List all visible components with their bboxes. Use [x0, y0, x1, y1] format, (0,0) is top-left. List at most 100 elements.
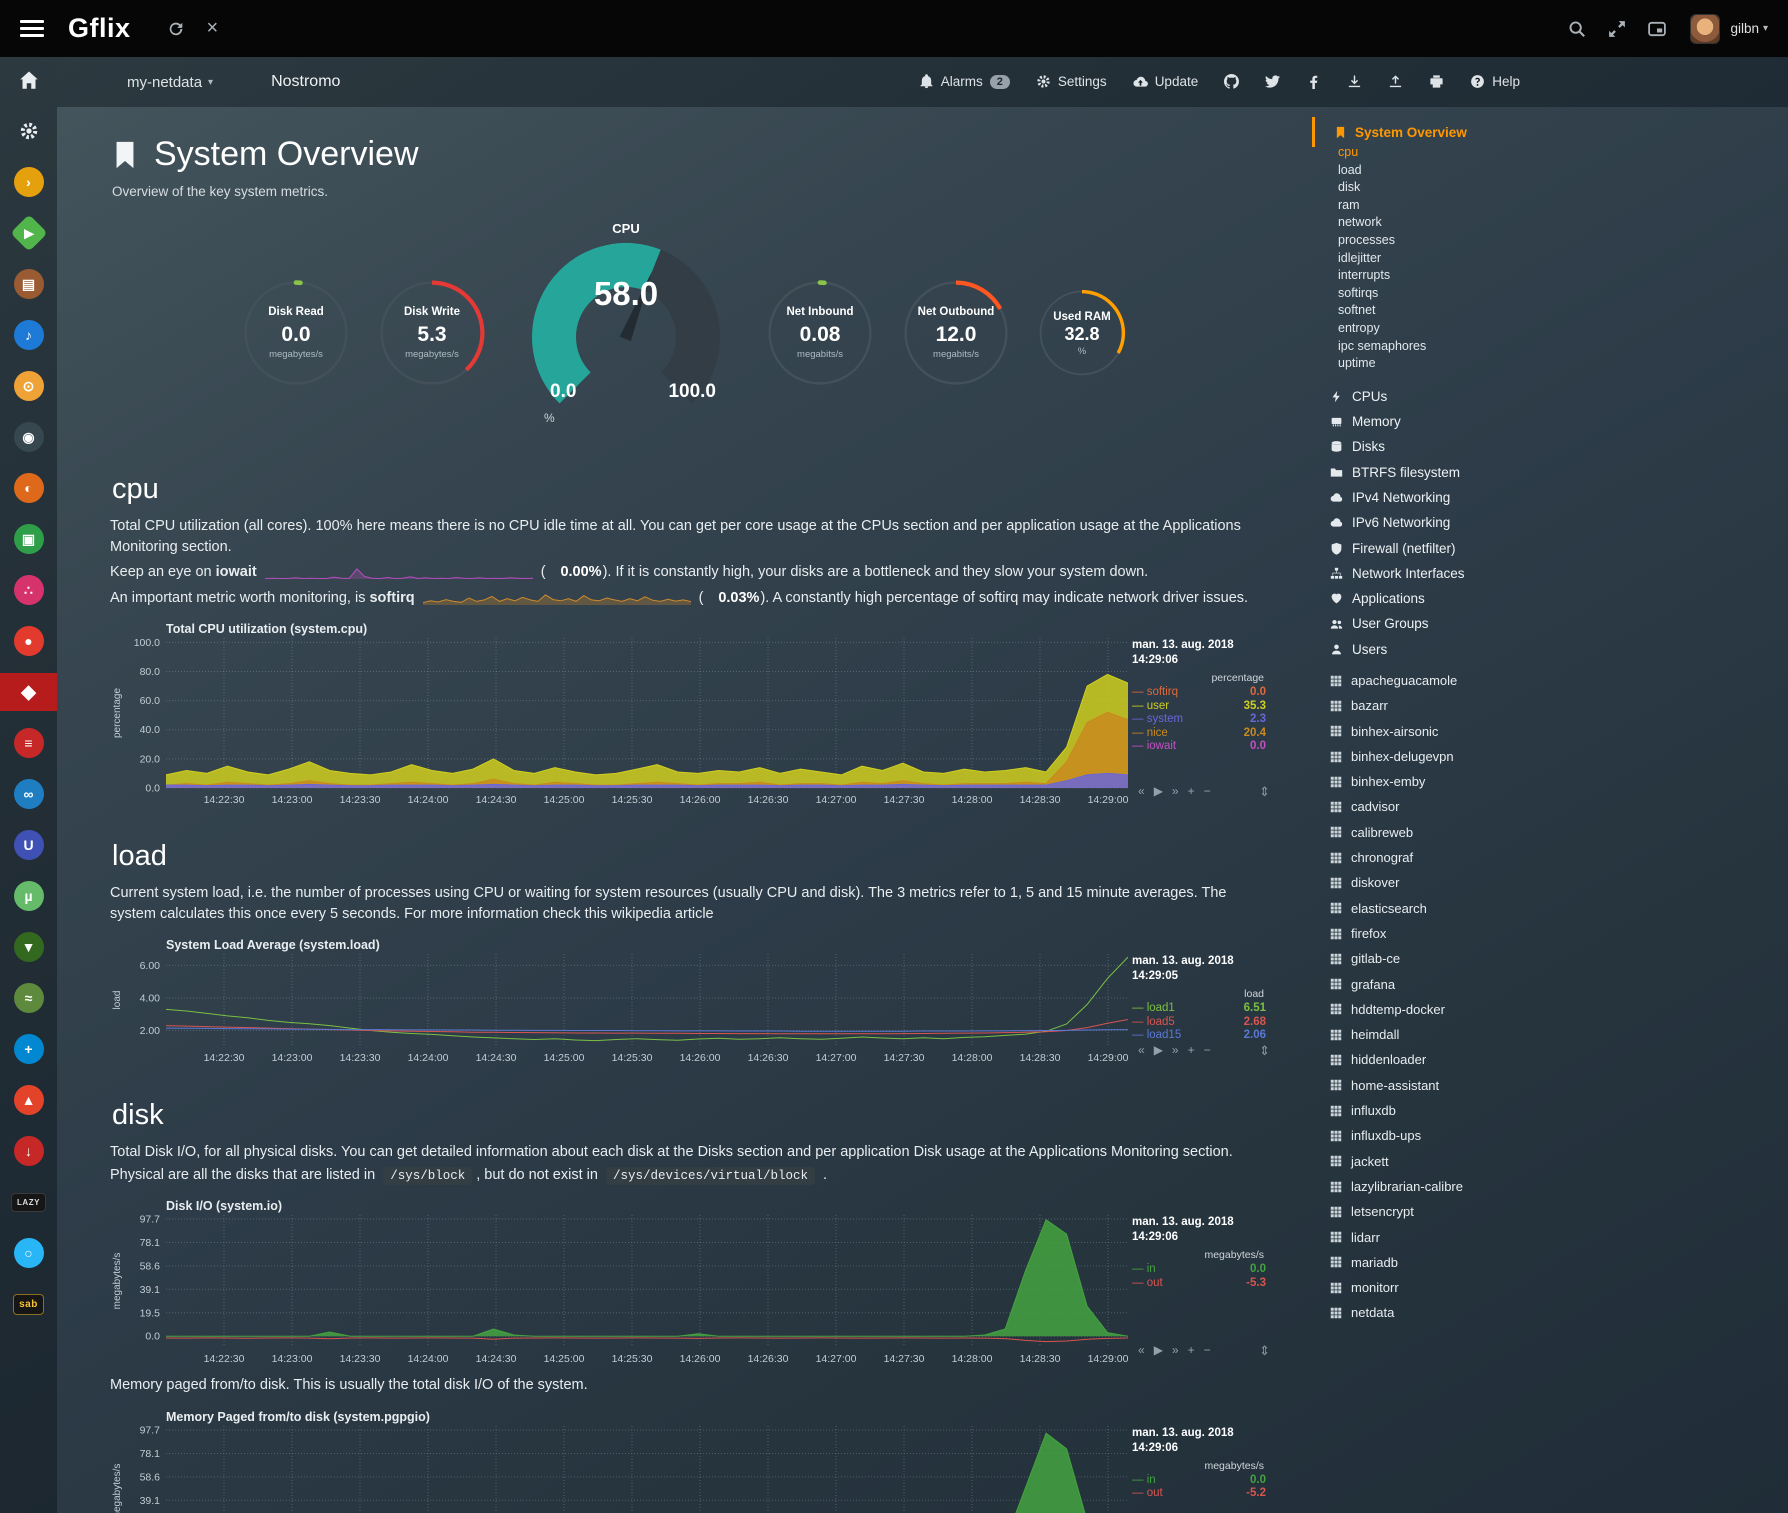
menu-app-firefox[interactable]: firefox	[1312, 921, 1788, 946]
menu-app-grafana[interactable]: grafana	[1312, 972, 1788, 997]
chart-pan-right-button[interactable]: »	[1171, 1343, 1179, 1358]
menu-app-hddtemp-docker[interactable]: hddtemp-docker	[1312, 997, 1788, 1022]
legend-load5[interactable]: — load5 2.68	[1132, 1015, 1266, 1028]
menu-section-ipv6-networking[interactable]: IPv6 Networking	[1312, 510, 1788, 535]
lazylibrarian-icon[interactable]: LAZY	[0, 1187, 57, 1217]
menu-item-network[interactable]: network	[1338, 215, 1382, 230]
legend-in[interactable]: — in 0.0	[1132, 1263, 1266, 1276]
chart-zoom-in-button[interactable]: +	[1187, 784, 1195, 799]
menu-item-disk[interactable]: disk	[1338, 180, 1361, 195]
app-utorrent[interactable]: µ	[0, 881, 57, 911]
app-healthchecks[interactable]: ≈	[0, 983, 57, 1013]
legend-out[interactable]: — out -5.3	[1132, 1276, 1266, 1289]
facebook-icon[interactable]	[1306, 74, 1321, 90]
menu-item-ram[interactable]: ram	[1338, 197, 1360, 212]
chart-plot[interactable]: 100.0 80.0 60.0 40.0 20.0 0.0 14:22:30 14:23:00…	[110, 638, 1128, 810]
menu-app-cadvisor[interactable]: cadvisor	[1312, 794, 1788, 819]
iowait-sparkline[interactable]	[264, 565, 533, 580]
menu-system-overview[interactable]: System Overview	[1312, 117, 1788, 147]
search-icon[interactable]	[1568, 20, 1586, 38]
netdata-icon[interactable]: ◆	[0, 673, 57, 711]
menu-item-softnet[interactable]: softnet	[1338, 303, 1376, 318]
menu-section-btrfs-filesystem[interactable]: BTRFS filesystem	[1312, 460, 1788, 485]
chart-resize-handle[interactable]: ⇕	[1259, 1343, 1270, 1359]
menu-app-influxdb[interactable]: influxdb	[1312, 1098, 1788, 1123]
menu-app-diskover[interactable]: diskover	[1312, 870, 1788, 895]
chart-zoom-in-button[interactable]: +	[1187, 1343, 1195, 1358]
alarms-button[interactable]: Alarms 2	[919, 74, 1010, 90]
chart-plot[interactable]: 97.7 78.1 58.6 39.1 19.5 0.0 14:22:30 14:23:00 1…	[110, 1215, 1128, 1369]
help-button[interactable]: Help	[1470, 74, 1520, 90]
twitter-icon[interactable]	[1265, 74, 1281, 89]
menu-app-gitlab-ce[interactable]: gitlab-ce	[1312, 946, 1788, 971]
app-nextcloud[interactable]: ○	[0, 1238, 57, 1268]
menu-item-cpu[interactable]: cpu	[1338, 145, 1359, 159]
menu-app-hiddenloader[interactable]: hiddenloader	[1312, 1047, 1788, 1072]
menu-item-load[interactable]: load	[1338, 162, 1362, 177]
chart-zoom-in-button[interactable]: +	[1187, 1043, 1195, 1058]
menu-app-lazylibrarian-calibre[interactable]: lazylibrarian-calibre	[1312, 1174, 1788, 1199]
app-resilio[interactable]: ∞	[0, 779, 57, 809]
menu-item-interrupts[interactable]: interrupts	[1338, 268, 1391, 283]
menu-section-users[interactable]: Users	[1312, 637, 1788, 662]
menu-item-softirqs[interactable]: softirqs	[1338, 285, 1379, 300]
menu-app-letsencrypt[interactable]: letsencrypt	[1312, 1199, 1788, 1224]
app-radarr[interactable]: ◉	[0, 422, 57, 452]
menu-section-ipv4-networking[interactable]: IPv4 Networking	[1312, 485, 1788, 510]
chart-pan-left-button[interactable]: «	[1138, 1043, 1145, 1058]
app-hydra[interactable]: +	[0, 1034, 57, 1064]
menu-section-firewall-netfilter[interactable]: Firewall (netfilter)	[1312, 536, 1788, 561]
app-ubooquity[interactable]: ▼	[0, 932, 57, 962]
chart-pan-left-button[interactable]: «	[1138, 1343, 1145, 1358]
gauge-disk-read[interactable]: Disk Read 0.0 megabytes/s	[240, 277, 352, 389]
menu-item-entropy[interactable]: entropy	[1338, 320, 1380, 335]
user-menu[interactable]: gilbn ▾	[1730, 21, 1768, 36]
chart-resize-handle[interactable]: ⇕	[1259, 1043, 1270, 1059]
server-dropdown[interactable]: my-netdata ▾	[127, 74, 213, 91]
menu-app-binhex-emby[interactable]: binhex-emby	[1312, 769, 1788, 794]
app-plex[interactable]: ›	[0, 167, 57, 197]
update-button[interactable]: Update	[1133, 74, 1198, 90]
menu-app-chronograf[interactable]: chronograf	[1312, 845, 1788, 870]
chart-play-button[interactable]: ▶	[1153, 784, 1163, 799]
app-jdownloader[interactable]: ↓	[0, 1136, 57, 1166]
chart-play-button[interactable]: ▶	[1153, 1043, 1163, 1058]
chart-zoom-out-button[interactable]: −	[1203, 1043, 1211, 1058]
menu-icon[interactable]	[20, 20, 44, 37]
avatar[interactable]	[1690, 13, 1721, 44]
menu-item-processes[interactable]: processes	[1338, 232, 1395, 247]
chart-pan-right-button[interactable]: »	[1171, 1043, 1179, 1058]
menu-section-disks[interactable]: Disks	[1312, 434, 1788, 459]
gauge-net-inbound[interactable]: Net Inbound 0.08 megabits/s	[764, 277, 876, 389]
menu-section-network-interfaces[interactable]: Network Interfaces	[1312, 561, 1788, 586]
menu-app-binhex-delugevpn[interactable]: binhex-delugevpn	[1312, 744, 1788, 769]
app-airsonic[interactable]: ♪	[0, 320, 57, 350]
export-icon[interactable]	[1347, 74, 1362, 89]
menu-app-home-assistant[interactable]: home-assistant	[1312, 1073, 1788, 1098]
github-icon[interactable]	[1224, 74, 1240, 90]
app-library[interactable]: ▤	[0, 269, 57, 299]
menu-app-elasticsearch[interactable]: elasticsearch	[1312, 896, 1788, 921]
refresh-icon[interactable]	[167, 20, 185, 38]
menu-section-user-groups[interactable]: User Groups	[1312, 611, 1788, 636]
menu-section-applications[interactable]: Applications	[1312, 586, 1788, 611]
menu-app-jackett[interactable]: jackett	[1312, 1149, 1788, 1174]
close-tab-icon[interactable]: ×	[206, 17, 219, 39]
windows-icon[interactable]	[1648, 20, 1667, 38]
menu-app-apacheguacamole[interactable]: apacheguacamole	[1312, 668, 1788, 693]
menu-app-mariadb[interactable]: mariadb	[1312, 1250, 1788, 1275]
fullscreen-icon[interactable]	[1608, 20, 1626, 38]
chart-resize-handle[interactable]: ⇕	[1259, 784, 1270, 800]
menu-app-bazarr[interactable]: bazarr	[1312, 693, 1788, 718]
gauge-cpu[interactable]: CPU 58.0 0.0 100.0%	[526, 221, 726, 443]
chart-plot[interactable]: 6.00 4.00 2.00 14:22:30 14:23:00 14:23:30 14:2…	[110, 954, 1128, 1068]
menu-item-idlejitter[interactable]: idlejitter	[1338, 250, 1382, 265]
menu-app-netdata[interactable]: netdata	[1312, 1300, 1788, 1325]
legend-user[interactable]: — user 35.3	[1132, 699, 1266, 712]
legend-load15[interactable]: — load15 2.06	[1132, 1029, 1266, 1042]
legend-in[interactable]: — in 0.0	[1132, 1473, 1266, 1486]
legend-system[interactable]: — system 2.3	[1132, 713, 1266, 726]
app-ombi[interactable]: ◐	[0, 473, 57, 503]
legend-load1[interactable]: — load1 6.51	[1132, 1002, 1266, 1015]
menu-section-memory[interactable]: Memory	[1312, 409, 1788, 434]
